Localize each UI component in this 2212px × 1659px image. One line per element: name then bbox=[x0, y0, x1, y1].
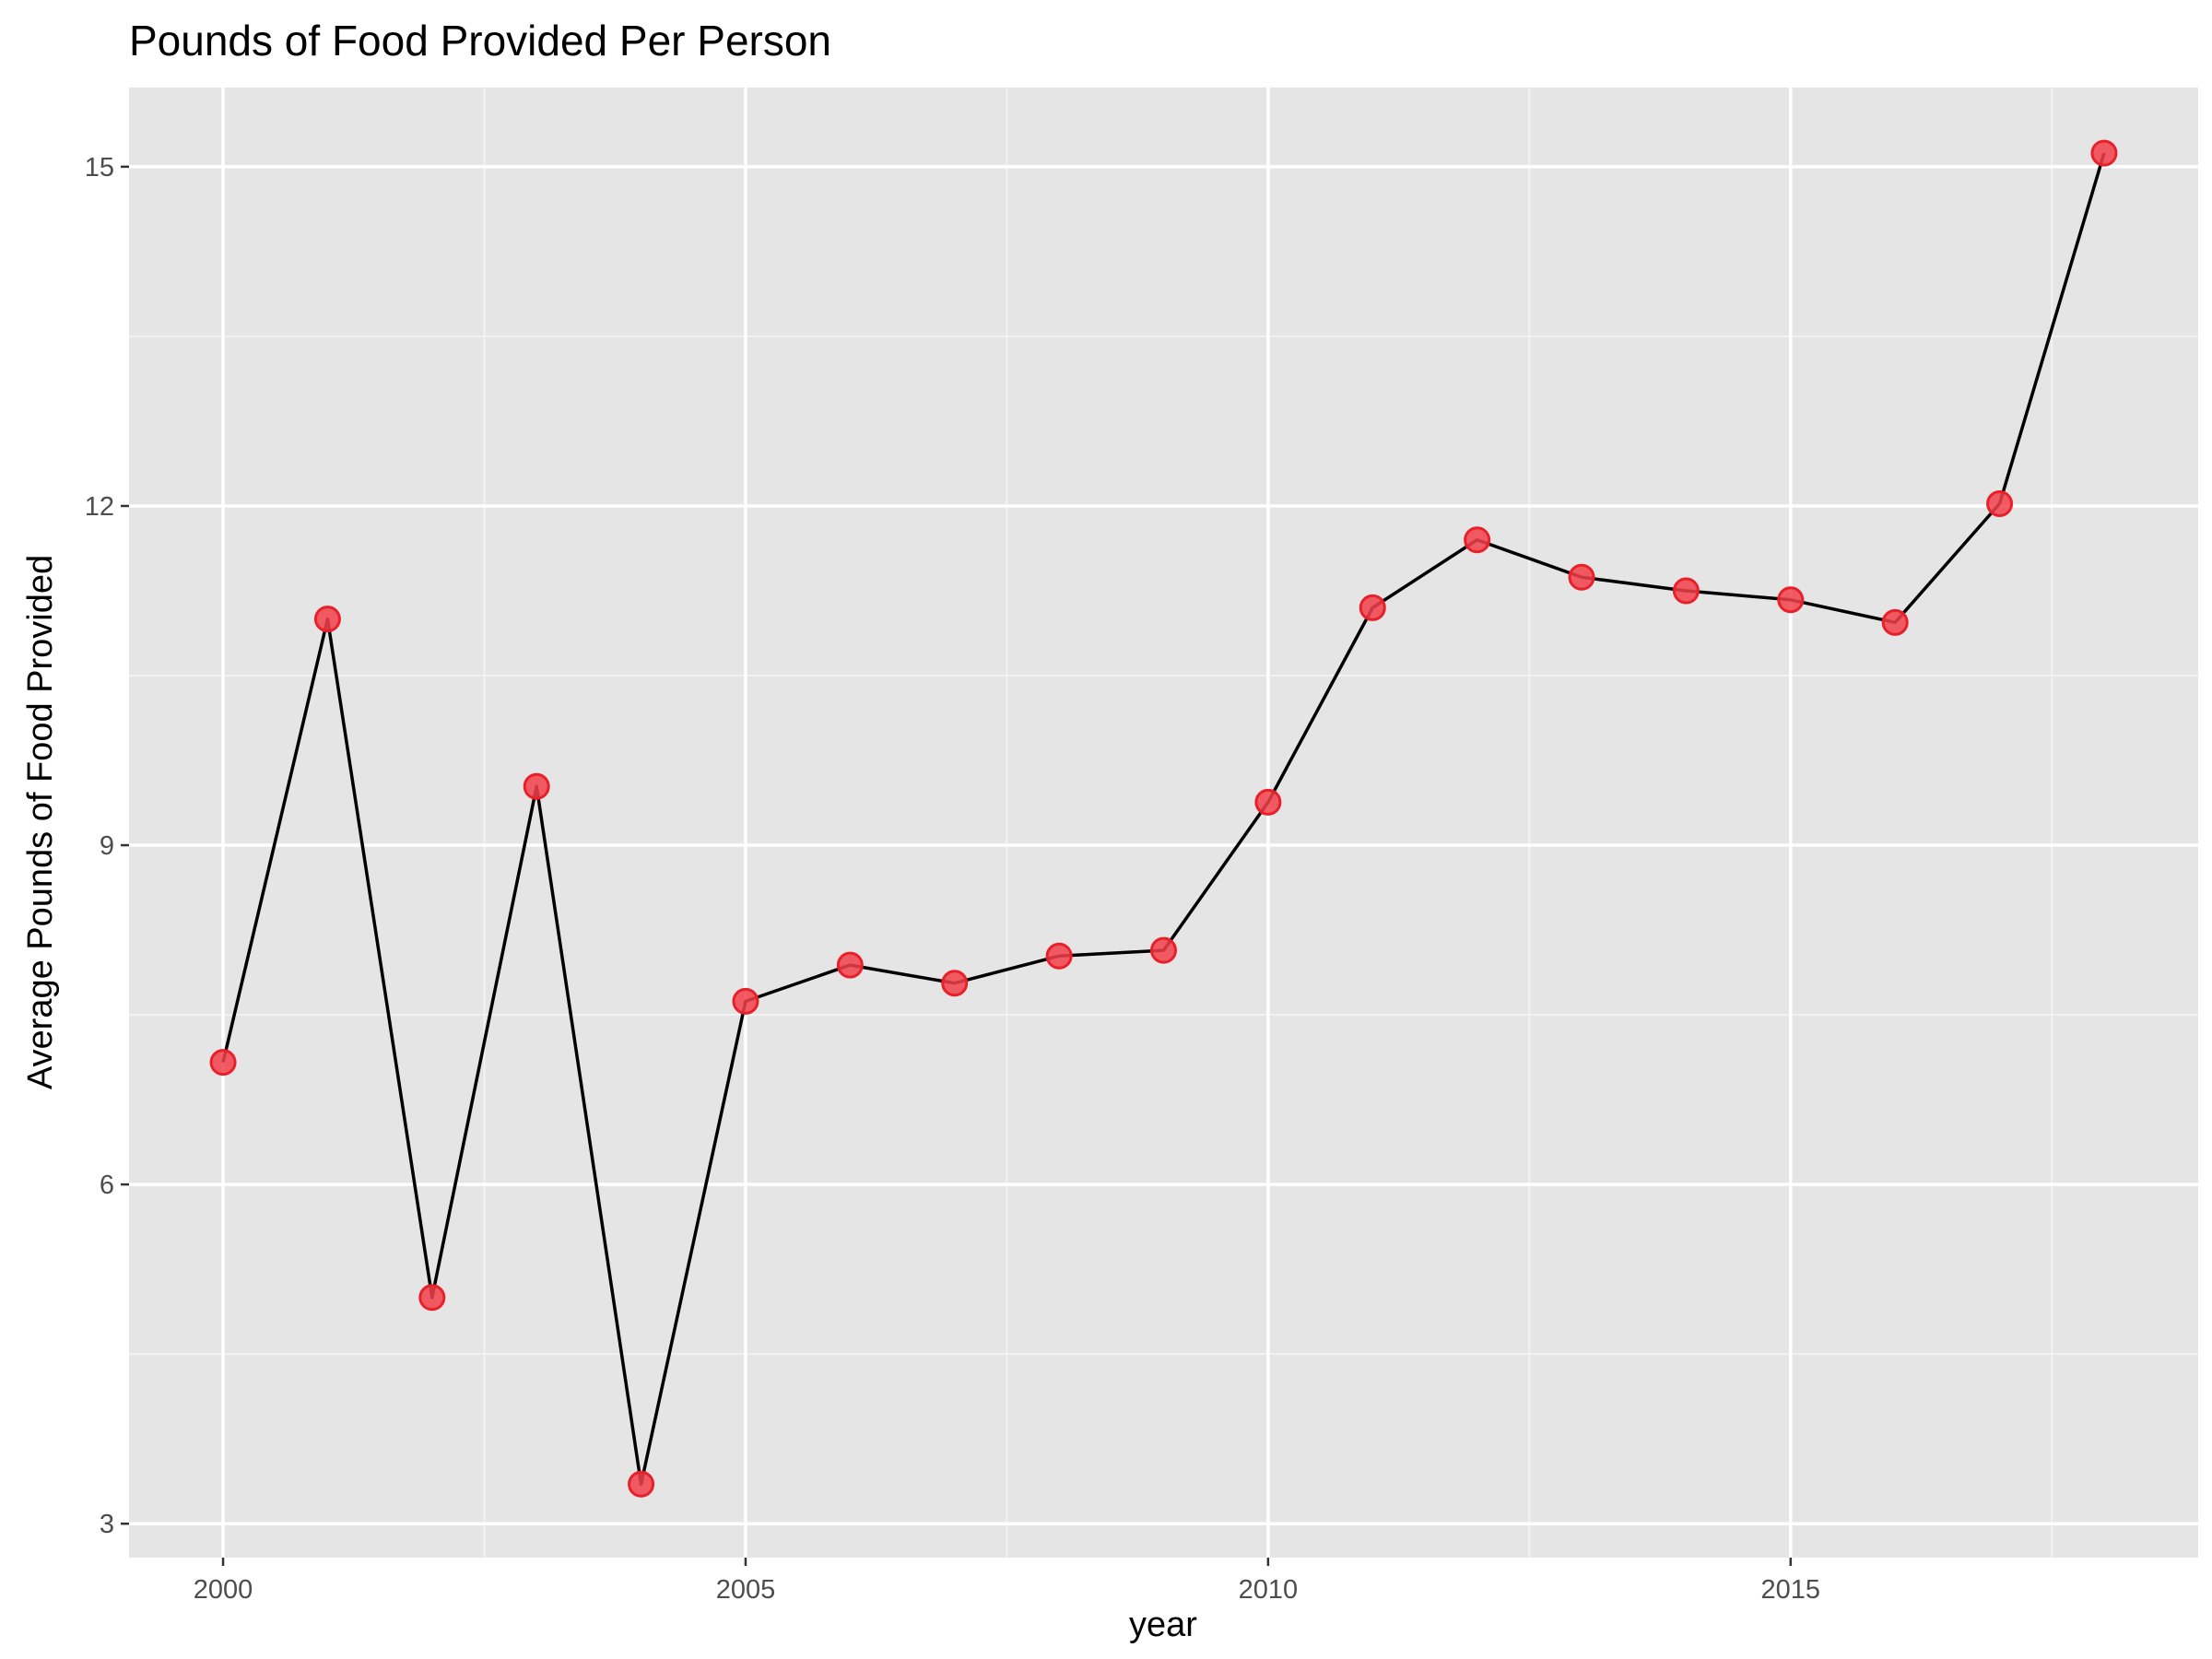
data-point bbox=[523, 772, 550, 800]
data-point bbox=[1568, 563, 1595, 591]
data-point bbox=[1986, 490, 2014, 518]
data-point bbox=[1045, 942, 1073, 970]
plot-panel bbox=[129, 88, 2198, 1558]
x-axis: 2000 2005 2010 2015 bbox=[194, 1558, 1820, 1605]
data-points bbox=[209, 139, 2118, 1498]
y-axis: 3 6 9 12 15 bbox=[85, 153, 129, 1539]
x-tick-label: 2010 bbox=[1239, 1575, 1299, 1605]
data-point bbox=[2090, 139, 2118, 167]
y-axis-title: Average Pounds of Food Provided bbox=[21, 555, 60, 1089]
data-point bbox=[1150, 936, 1177, 964]
x-tick-label: 2000 bbox=[194, 1575, 253, 1605]
data-point bbox=[941, 970, 969, 997]
x-tick-label: 2015 bbox=[1761, 1575, 1821, 1605]
data-point bbox=[1359, 594, 1386, 621]
data-point bbox=[313, 606, 341, 633]
y-tick-label: 3 bbox=[100, 1510, 114, 1539]
data-point bbox=[209, 1049, 237, 1077]
y-tick-label: 9 bbox=[100, 831, 114, 861]
data-point bbox=[1777, 586, 1805, 614]
x-axis-title: year bbox=[1129, 1606, 1197, 1644]
y-tick-label: 6 bbox=[100, 1171, 114, 1200]
major-gridlines bbox=[129, 88, 2198, 1558]
y-tick-label: 15 bbox=[85, 153, 114, 182]
data-point bbox=[1881, 608, 1909, 636]
chart-title: Pounds of Food Provided Per Person bbox=[129, 17, 831, 65]
x-tick-label: 2005 bbox=[716, 1575, 776, 1605]
data-point bbox=[1254, 788, 1282, 816]
data-point bbox=[1672, 577, 1700, 605]
data-point bbox=[836, 951, 864, 979]
data-point bbox=[628, 1470, 655, 1498]
data-point bbox=[1464, 526, 1491, 554]
data-point bbox=[418, 1284, 446, 1312]
y-tick-label: 12 bbox=[85, 492, 114, 522]
data-point bbox=[732, 987, 759, 1015]
